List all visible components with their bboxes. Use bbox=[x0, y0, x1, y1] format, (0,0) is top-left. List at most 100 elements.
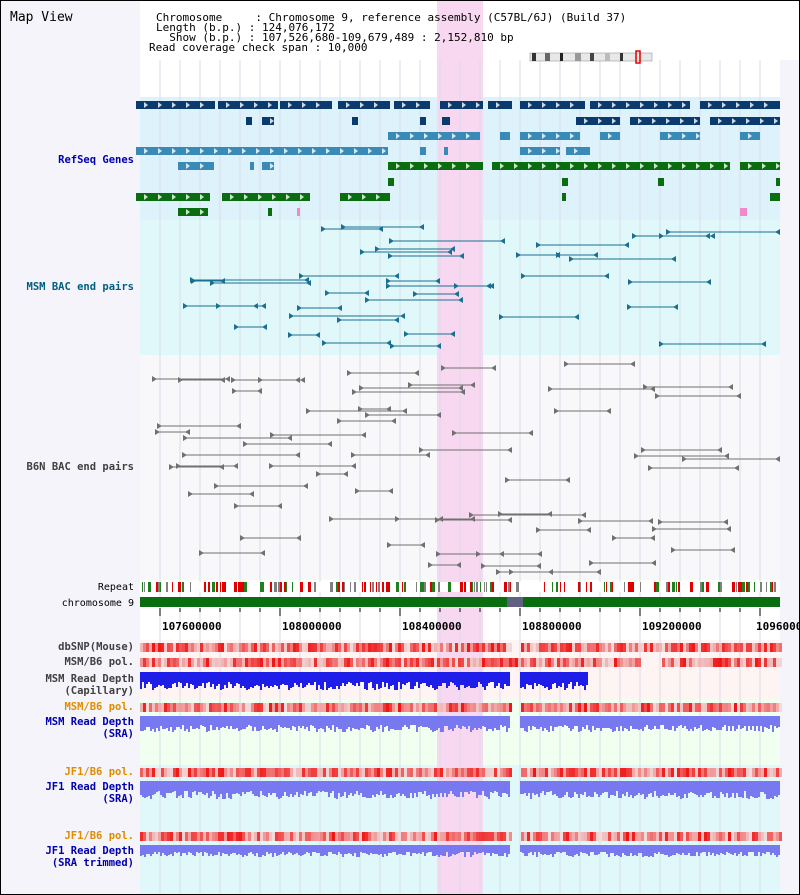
msm-pol-cell bbox=[776, 658, 779, 667]
msm-pol-cell bbox=[467, 658, 470, 667]
b6n-bac-pair-end bbox=[361, 432, 366, 438]
dbsnp-cell bbox=[764, 643, 767, 652]
msm-depth-cap-bar bbox=[250, 672, 252, 687]
msm-depth-cap-bar bbox=[188, 672, 190, 688]
msm-depth-sra-bar bbox=[490, 716, 492, 729]
jf1-depth-trim-bar bbox=[240, 845, 242, 855]
b6n-bac-pair-end bbox=[671, 547, 676, 553]
msm-depth-sra-bar bbox=[268, 716, 270, 729]
jf1-depth-trim-bar bbox=[348, 845, 350, 853]
track-label-jf1-b6-pol-2[interactable]: JF1/B6 pol. bbox=[64, 830, 134, 842]
repeat-mark bbox=[474, 582, 475, 592]
msm-pol2-cell bbox=[629, 703, 632, 712]
msm-pol-cell bbox=[695, 658, 698, 667]
msm-bac-pair-end bbox=[400, 313, 405, 319]
b6n-bac-pair-end bbox=[352, 389, 357, 395]
jf1-pol-cell bbox=[719, 768, 722, 777]
jf1-pol2-cell bbox=[389, 832, 392, 841]
msm-pol2-cell bbox=[548, 703, 551, 712]
jf1-depth-trim-bar bbox=[592, 845, 594, 852]
jf1-depth-trim-bar bbox=[654, 845, 656, 853]
dbsnp-cell bbox=[176, 643, 179, 652]
jf1-depth-trim-bar bbox=[752, 845, 754, 852]
jf1-pol-cell bbox=[443, 768, 446, 777]
jf1-pol-cell bbox=[263, 768, 266, 777]
track-label-jf1-depth-trim[interactable]: JF1 Read Depth bbox=[45, 845, 134, 857]
track-label-msm-depth-sra[interactable]: MSM Read Depth bbox=[45, 716, 134, 728]
jf1-depth-trim-bar bbox=[332, 845, 334, 854]
jf1-depth-sra-bar bbox=[262, 781, 264, 795]
msm-depth-cap-bar bbox=[306, 672, 308, 685]
jf1-pol-cell bbox=[638, 768, 641, 777]
jf1-pol-cell bbox=[557, 768, 560, 777]
track-label-msm-bac[interactable]: MSM BAC end pairs bbox=[26, 281, 134, 293]
msm-pol2-cell bbox=[272, 703, 275, 712]
jf1-depth-trim-bar bbox=[244, 845, 246, 855]
msm-bac-pair-end bbox=[288, 332, 293, 338]
dbsnp-cell bbox=[443, 643, 446, 652]
dbsnp-cell bbox=[170, 643, 173, 652]
msm-depth-cap-bar bbox=[570, 672, 572, 682]
msm-pol2-cell bbox=[317, 703, 320, 712]
msm-depth-sra-bar bbox=[252, 716, 254, 731]
jf1-depth-trim-bar bbox=[706, 845, 708, 856]
jf1-depth-trim-bar bbox=[690, 845, 692, 856]
track-label-msm-b6-pol-2[interactable]: MSM/B6 pol. bbox=[64, 701, 134, 713]
msm-pol2-cell bbox=[557, 703, 560, 712]
dbsnp-cell bbox=[254, 643, 257, 652]
msm-pol-cell bbox=[158, 658, 161, 667]
msm-depth-sra-bar bbox=[382, 716, 384, 732]
track-label-msm-b6-pol[interactable]: MSM/B6 pol. bbox=[64, 656, 134, 668]
track-label-b6n-bac[interactable]: B6N BAC end pairs bbox=[26, 461, 134, 473]
jf1-pol2-cell bbox=[536, 832, 539, 841]
jf1-pol-cell bbox=[584, 768, 587, 777]
track-label-repeat[interactable]: Repeat bbox=[97, 582, 134, 593]
track-label-dbsnp[interactable]: dbSNP(Mouse) bbox=[58, 641, 134, 653]
track-label-jf1-b6-pol[interactable]: JF1/B6 pol. bbox=[64, 766, 134, 778]
jf1-pol2-cell bbox=[731, 832, 734, 841]
msm-depth-sra-bar bbox=[588, 716, 590, 730]
msm-bac-pair-end bbox=[706, 279, 711, 285]
msm-bac-pair-end bbox=[210, 280, 215, 286]
msm-depth-sra-bar bbox=[338, 716, 340, 729]
jf1-pol-cell bbox=[770, 768, 773, 777]
strand-arrow bbox=[270, 118, 274, 124]
dbsnp-cell bbox=[746, 643, 749, 652]
jf1-depth-trim-bar bbox=[734, 845, 736, 853]
repeat-mark bbox=[344, 582, 345, 592]
track-label-refseq[interactable]: RefSeq Genes bbox=[58, 154, 134, 166]
jf1-depth-trim-bar bbox=[358, 845, 360, 857]
jf1-pol-cell bbox=[167, 768, 170, 777]
jf1-pol-cell bbox=[734, 768, 737, 777]
jf1-depth-trim-bar bbox=[718, 845, 720, 855]
track-label-msm-depth-cap[interactable]: MSM Read Depth bbox=[45, 673, 134, 685]
msm-depth-sra-bar bbox=[524, 716, 526, 731]
msm-depth-sra-bar bbox=[438, 716, 440, 728]
dbsnp-cell bbox=[404, 643, 407, 652]
dbsnp-cell bbox=[209, 643, 212, 652]
repeat-mark bbox=[564, 582, 565, 592]
repeat-mark bbox=[706, 582, 709, 592]
jf1-depth-trim-bar bbox=[284, 845, 286, 855]
msm-pol-cell bbox=[422, 658, 425, 667]
msm-pol-cell bbox=[236, 658, 239, 667]
msm-pol-cell bbox=[257, 658, 260, 667]
jf1-depth-sra-bar bbox=[214, 781, 216, 794]
msm-pol-cell bbox=[596, 658, 599, 667]
track-label-jf1-depth-sra[interactable]: JF1 Read Depth bbox=[45, 781, 134, 793]
jf1-pol2-cell bbox=[569, 832, 572, 841]
msm-depth-sra-bar bbox=[646, 716, 648, 725]
jf1-pol-cell bbox=[434, 768, 437, 777]
gene-feature bbox=[442, 117, 450, 125]
jf1-pol-cell bbox=[224, 768, 227, 777]
dbsnp-cell bbox=[635, 643, 638, 652]
jf1-pol2-cell bbox=[251, 832, 254, 841]
jf1-depth-sra-bar bbox=[538, 781, 540, 797]
jf1-depth-sra-bar bbox=[280, 781, 282, 798]
jf1-pol2-cell bbox=[467, 832, 470, 841]
jf1-depth-trim-bar bbox=[324, 845, 326, 855]
jf1-depth-trim-bar bbox=[546, 845, 548, 855]
msm-depth-sra-bar bbox=[408, 716, 410, 729]
jf1-depth-sra-bar bbox=[560, 781, 562, 798]
